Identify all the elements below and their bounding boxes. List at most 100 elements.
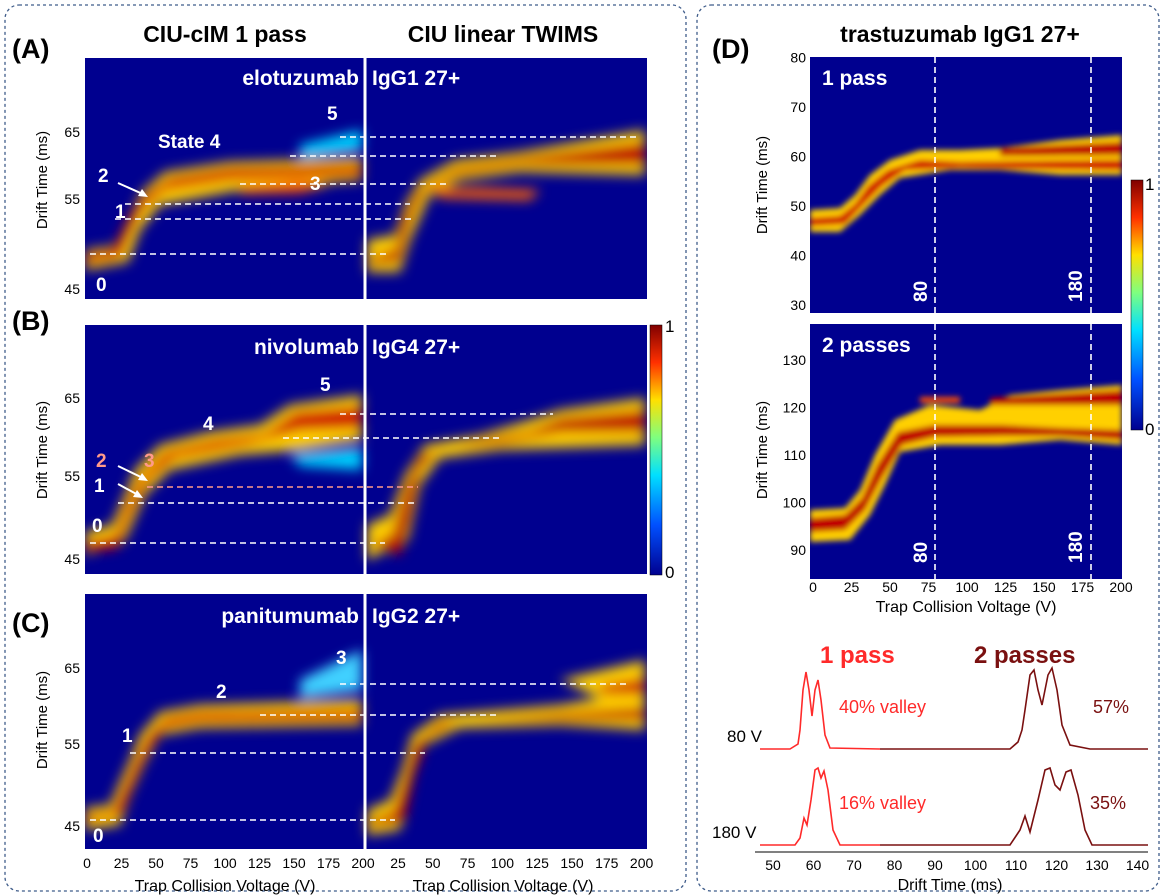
- xtick-right-150: 150: [560, 855, 584, 871]
- state-b-5: 5: [320, 375, 331, 396]
- panel-b-letter: (B): [12, 306, 49, 336]
- vline-bottom-180: 180: [1066, 531, 1087, 563]
- ytick-d-top-70: 70: [790, 99, 806, 115]
- xtick-d-125: 125: [994, 579, 1018, 595]
- ytick-b-55: 55: [64, 468, 80, 484]
- xtick-spectra-80: 80: [887, 857, 903, 873]
- state-a-5: 5: [327, 104, 338, 125]
- state-a-2: 2: [98, 166, 109, 187]
- xtick-d-25: 25: [844, 579, 860, 595]
- panel-b-title: nivolumab: [254, 336, 359, 359]
- xtick-spectra-100: 100: [964, 857, 988, 873]
- ytick-d-top-60: 60: [790, 149, 806, 165]
- ylabel-c: Drift Time (ms): [34, 671, 51, 769]
- ytick-d-bottom-120: 120: [783, 400, 807, 416]
- xtick-spectra-120: 120: [1045, 857, 1069, 873]
- xtick-d-75: 75: [921, 579, 937, 595]
- state-a-1: 1: [115, 202, 126, 223]
- valley-180-2pass: 35%: [1090, 793, 1126, 813]
- right-panel-frame: [696, 4, 1160, 892]
- panel-a-subtitle: IgG1 27+: [372, 67, 460, 90]
- xtick-left-125: 125: [248, 855, 272, 871]
- ytick-d-top-50: 50: [790, 198, 806, 214]
- state-a-4: State 4: [158, 132, 221, 153]
- xtick-left-50: 50: [148, 855, 164, 871]
- heatmap-d-1pass: [810, 57, 1122, 313]
- heatmap-c: [85, 594, 647, 849]
- col-title-cim: CIU-cIM 1 pass: [143, 21, 307, 47]
- colorbar-left-max: 1: [665, 317, 674, 336]
- spectrum-180-1pass: [760, 766, 880, 846]
- ytick-d-top-40: 40: [790, 248, 806, 264]
- heatmap-a: [85, 58, 647, 299]
- ytick-d-top-80: 80: [790, 50, 806, 66]
- ytick-a-55: 55: [64, 191, 80, 207]
- xtick-spectra-90: 90: [927, 857, 943, 873]
- ytick-d-top-30: 30: [790, 297, 806, 313]
- panel-c-title: panitumumab: [221, 605, 359, 628]
- ytick-d-bottom-130: 130: [783, 352, 807, 368]
- spectra-xlabel: Drift Time (ms): [898, 877, 1003, 894]
- state-b-3: 3: [144, 451, 155, 472]
- d-xticks: 0 25 50 75 100 125 150 175 200: [809, 579, 1133, 595]
- xlabel-left-2: Trap Collision Voltage (V): [413, 878, 594, 895]
- label-2passes: 2 passes: [822, 334, 911, 357]
- ytick-c-55: 55: [64, 736, 80, 752]
- panel-c-letter: (C): [12, 608, 49, 638]
- xtick-d-0: 0: [809, 579, 817, 595]
- xtick-left-200: 200: [351, 855, 375, 871]
- xtick-left-150: 150: [282, 855, 306, 871]
- xtick-right-50: 50: [425, 855, 441, 871]
- heatmap-b: [85, 325, 647, 574]
- xtick-d-175: 175: [1071, 579, 1095, 595]
- xtick-d-150: 150: [1032, 579, 1056, 595]
- panel-a-letter: (A): [12, 34, 49, 64]
- spectra-row-80v: 80 V: [727, 727, 763, 746]
- colorbar-left-min: 0: [665, 563, 674, 582]
- xtick-spectra-110: 110: [1005, 857, 1028, 873]
- xtick-spectra-60: 60: [806, 857, 822, 873]
- ytick-b-65: 65: [64, 390, 80, 406]
- panel-b-subtitle: IgG4 27+: [372, 336, 460, 359]
- vline-bottom-80: 80: [911, 542, 932, 563]
- panel-d-title: trastuzumab IgG1 27+: [840, 21, 1080, 47]
- ytick-d-bottom-90: 90: [790, 542, 806, 558]
- xtick-d-100: 100: [955, 579, 979, 595]
- xtick-spectra-130: 130: [1085, 857, 1109, 873]
- xtick-d-50: 50: [882, 579, 898, 595]
- state-b-0: 0: [92, 516, 103, 537]
- colorbar-right: [1130, 179, 1144, 431]
- spectra-header-1pass: 1 pass: [820, 642, 895, 669]
- xtick-spectra-140: 140: [1126, 857, 1150, 873]
- panel-d-letter: (D): [712, 34, 749, 64]
- colorbar-right-min: 0: [1145, 420, 1154, 439]
- ytick-c-65: 65: [64, 660, 80, 676]
- xtick-left-175: 175: [317, 855, 341, 871]
- state-c-0: 0: [93, 826, 104, 847]
- state-c-2: 2: [216, 682, 227, 703]
- state-c-3: 3: [336, 648, 347, 669]
- xtick-left-75: 75: [183, 855, 199, 871]
- valley-80-1pass: 40% valley: [839, 697, 926, 717]
- vline-top-80: 80: [911, 281, 932, 302]
- state-a-0: 0: [96, 275, 107, 296]
- left-panel-frame: [4, 4, 687, 892]
- xtick-right-75: 75: [460, 855, 476, 871]
- xticks-left: 0 25 50 75 100 125 150 175 200 25 50 75 100 125 150 175…: [83, 855, 653, 871]
- heatmap-d-2pass: [810, 324, 1122, 579]
- xtick-right-175: 175: [595, 855, 619, 871]
- label-1pass: 1 pass: [822, 67, 887, 90]
- ytick-c-45: 45: [64, 818, 80, 834]
- ylabel-b: Drift Time (ms): [34, 401, 51, 499]
- valley-80-2pass: 57%: [1093, 697, 1129, 717]
- d-yticks: 30 40 50 60 70 80 90 100 110 120 130: [783, 50, 807, 559]
- xtick-spectra-50: 50: [765, 857, 781, 873]
- state-b-1: 1: [94, 476, 105, 497]
- xlabel-left-1: Trap Collision Voltage (V): [135, 878, 316, 895]
- spectra-row-180v: 180 V: [712, 823, 757, 842]
- ylabel-d-top: Drift Time (ms): [754, 136, 771, 234]
- xtick-right-25: 25: [390, 855, 406, 871]
- xtick-left-0: 0: [83, 855, 91, 871]
- col-title-twims: CIU linear TWIMS: [408, 21, 598, 47]
